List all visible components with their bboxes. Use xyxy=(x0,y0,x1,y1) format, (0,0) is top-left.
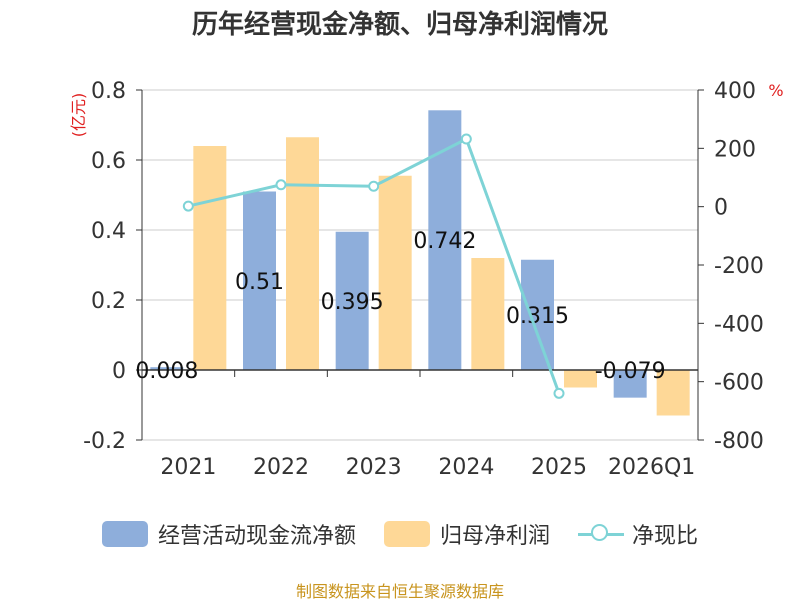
source-note: 制图数据来自恒生聚源数据库 xyxy=(295,582,504,601)
data-label-cashflow: 0.315 xyxy=(506,304,569,329)
left-tick-label: 0 xyxy=(112,359,126,384)
chart-title: 历年经营现金净额、归母净利润情况 xyxy=(191,10,608,40)
legend-swatch-cashflow xyxy=(101,521,148,547)
left-axis-unit: (亿元) xyxy=(69,93,88,138)
bar-cashflow xyxy=(150,367,184,370)
bar-cashflow xyxy=(428,110,462,371)
bar-netprofit xyxy=(471,258,505,370)
data-label-cashflow: 0.742 xyxy=(413,229,476,254)
legend-label-cashflow: 经营活动现金流净额 xyxy=(157,524,356,549)
point-ratio xyxy=(182,200,194,212)
left-tick-label: -0.2 xyxy=(83,429,126,454)
legend-item-netprofit[interactable]: 归母净利润 xyxy=(383,518,550,550)
bar-netprofit xyxy=(378,175,412,370)
legend-item-cashflow[interactable]: 经营活动现金流净额 xyxy=(101,518,356,550)
data-label-cashflow: -0.079 xyxy=(595,359,666,384)
legend-item-ratio[interactable]: 净现比 xyxy=(578,518,698,550)
x-tick-label: 2024 xyxy=(438,455,494,480)
point-ratio xyxy=(460,133,472,145)
right-tick-label: -600 xyxy=(714,371,764,396)
data-label-cashflow: 0.395 xyxy=(321,290,384,315)
right-tick-label: 200 xyxy=(714,137,756,162)
right-tick-label: 0 xyxy=(714,196,728,221)
bar-netprofit xyxy=(564,370,597,388)
left-tick-label: 0.4 xyxy=(91,219,126,244)
x-tick-label: 2023 xyxy=(346,455,402,480)
data-label-cashflow: 0.008 xyxy=(135,359,198,384)
left-tick-label: 0.6 xyxy=(91,149,126,174)
point-ratio xyxy=(368,180,380,192)
point-ratio xyxy=(553,387,565,399)
point-ratio xyxy=(275,179,287,191)
x-tick-label: 2026Q1 xyxy=(608,455,695,480)
left-tick-label: 0.2 xyxy=(91,289,126,314)
x-tick-label: 2021 xyxy=(160,455,216,480)
x-tick-label: 2022 xyxy=(253,455,309,480)
right-tick-label: -400 xyxy=(714,312,764,337)
bar-cashflow xyxy=(335,231,369,370)
legend-label-ratio: 净现比 xyxy=(632,524,699,549)
left-tick-label: 0.8 xyxy=(91,79,126,104)
bar-cashflow xyxy=(521,259,554,370)
bar-netprofit xyxy=(193,146,227,370)
right-tick-label: 400 xyxy=(714,79,756,104)
right-tick-label: -800 xyxy=(714,429,764,454)
legend: 经营活动现金流净额 归母净利润 净现比 xyxy=(0,518,800,550)
data-label-cashflow: 0.51 xyxy=(235,270,284,295)
right-tick-label: -200 xyxy=(714,254,764,279)
x-tick-label: 2025 xyxy=(531,455,587,480)
legend-line-ratio xyxy=(578,521,624,547)
bar-cashflow xyxy=(243,191,276,370)
bar-netprofit xyxy=(286,137,319,370)
legend-label-netprofit: 归母净利润 xyxy=(439,524,550,549)
bar-netprofit xyxy=(656,370,690,416)
bar-cashflow xyxy=(613,370,647,398)
right-axis-unit: % xyxy=(768,81,783,100)
legend-swatch-netprofit xyxy=(383,521,430,547)
